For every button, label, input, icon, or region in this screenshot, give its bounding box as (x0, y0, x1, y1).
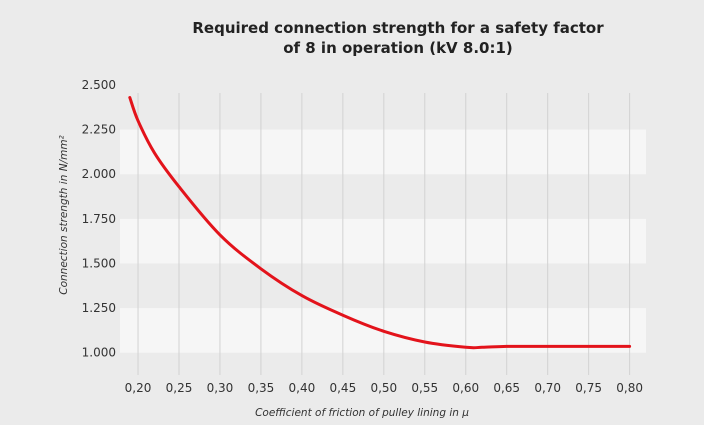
y-tick-label: 1.750 (82, 212, 116, 226)
x-tick-label: 0,60 (452, 381, 479, 395)
x-tick-label: 0,55 (411, 381, 438, 395)
y-tick-label: 2.500 (82, 78, 116, 92)
x-tick-label: 0,80 (616, 381, 643, 395)
grid-bands (120, 129, 646, 353)
chart-title-line-2: of 8 in operation (kV 8.0:1) (283, 39, 513, 57)
x-tick-labels: 0,20 0,25 0,30 0,35 0,40 0,45 0,50 0,55 0,60 0,65… (125, 381, 643, 395)
y-tick-label: 2.250 (82, 123, 116, 137)
x-tick-label: 0,75 (575, 381, 602, 395)
x-tick-label: 0,70 (534, 381, 561, 395)
y-axis-label: Connection strength in N/mm² (58, 134, 70, 294)
x-tick-label: 0,45 (329, 381, 356, 395)
x-tick-label: 0,25 (166, 381, 193, 395)
series-layer (128, 96, 632, 350)
grid-band (120, 129, 646, 175)
y-tick-label: 1.000 (82, 346, 116, 360)
x-axis-label: Coefficient of friction of pulley lining… (255, 407, 469, 419)
series-line (128, 96, 632, 350)
x-tick-label: 0,40 (289, 381, 316, 395)
x-tick-label: 0,65 (493, 381, 520, 395)
x-tick-label: 0,20 (125, 381, 152, 395)
y-tick-label: 2.000 (82, 167, 116, 181)
x-tick-label: 0,30 (207, 381, 234, 395)
y-tick-label: 1.500 (82, 256, 116, 270)
y-tick-labels: 1.000 1.250 1.500 1.750 2.000 2.250 2.500 (82, 78, 116, 360)
grid-band (120, 218, 646, 264)
x-tick-label: 0,35 (248, 381, 275, 395)
chart-title-line-1: Required connection strength for a safet… (192, 19, 604, 37)
x-tick-label: 0,50 (370, 381, 397, 395)
y-tick-label: 1.250 (82, 301, 116, 315)
